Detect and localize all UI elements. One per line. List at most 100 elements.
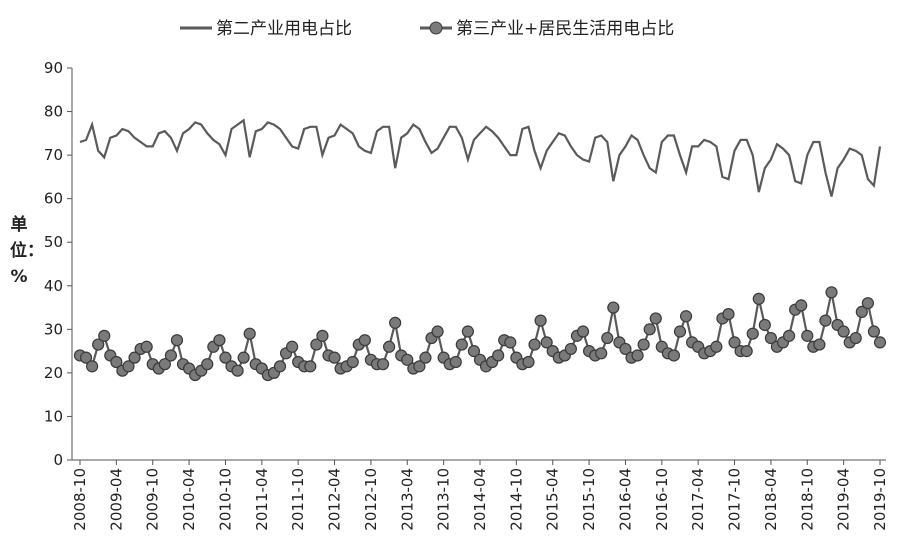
data-point [310, 338, 323, 351]
data-point [637, 338, 650, 351]
data-point [564, 342, 578, 356]
x-tick-label: 2013-10 [435, 468, 453, 531]
data-point [492, 349, 505, 362]
data-point [595, 347, 608, 360]
y-tick-label: 80 [44, 103, 63, 121]
data-point [819, 314, 832, 327]
x-tick-label: 2013-04 [398, 468, 416, 531]
x-tick-label: 2011-04 [253, 468, 271, 531]
data-point [158, 358, 171, 371]
data-point [619, 342, 632, 356]
data-point [764, 331, 778, 345]
data-point [534, 314, 547, 327]
data-point [522, 355, 535, 369]
x-tick-label: 2010-10 [216, 468, 234, 531]
data-point [461, 325, 474, 338]
data-point [304, 360, 317, 373]
data-point [631, 349, 644, 362]
legend-label: 第二产业用电占比 [216, 19, 352, 39]
x-tick-label: 2017-04 [689, 468, 707, 531]
data-point [328, 351, 341, 364]
x-tick-label: 2009-04 [107, 468, 125, 531]
x-tick-label: 2018-04 [762, 468, 780, 531]
data-point [110, 355, 123, 369]
data-point [855, 305, 868, 319]
y-tick-label: 60 [44, 190, 63, 208]
legend-marker [429, 21, 443, 35]
data-point [213, 334, 226, 347]
x-tick-label: 2010-04 [180, 468, 198, 531]
data-point [79, 351, 93, 364]
data-point [219, 351, 232, 364]
x-tick-label: 2018-10 [798, 468, 816, 531]
data-point [286, 340, 299, 353]
data-point [237, 351, 250, 364]
data-point [376, 358, 390, 371]
data-point [449, 355, 462, 369]
data-point [231, 364, 244, 377]
data-point [431, 325, 444, 338]
data-point [346, 355, 359, 369]
x-tick-label: 2014-10 [507, 468, 525, 531]
data-point [419, 351, 432, 364]
data-point [273, 360, 287, 373]
data-point [528, 338, 541, 351]
data-point [679, 310, 693, 323]
x-tick-label: 2019-04 [835, 468, 853, 531]
data-point [867, 325, 881, 338]
data-point [801, 329, 814, 342]
data-point [389, 316, 402, 329]
data-point [382, 340, 396, 353]
x-tick-label: 2017-10 [726, 468, 744, 531]
data-point [467, 345, 481, 358]
x-tick-label: 2009-10 [144, 468, 162, 531]
x-tick-label: 2016-04 [616, 468, 634, 531]
data-point [504, 336, 517, 349]
data-point [795, 299, 808, 312]
data-point [540, 336, 553, 349]
series-line [79, 118, 882, 197]
data-point [667, 349, 681, 362]
data-point [122, 360, 135, 373]
x-tick-label: 2015-04 [544, 468, 562, 531]
data-point [170, 334, 184, 347]
data-point [98, 329, 111, 342]
y-tick-label: 30 [44, 320, 63, 338]
data-point [92, 338, 105, 351]
y-tick-label: 70 [44, 146, 63, 164]
data-point [164, 349, 178, 362]
x-tick-label: 2012-10 [362, 468, 380, 531]
data-point [740, 345, 753, 358]
data-point [358, 334, 371, 347]
data-point [728, 336, 741, 349]
y-tick-label: 20 [44, 364, 63, 382]
x-tick-label: 2016-10 [653, 468, 671, 531]
data-point [413, 360, 426, 373]
data-point [576, 325, 590, 338]
y-tick-label: 50 [44, 233, 63, 251]
data-point [128, 351, 141, 364]
y-tick-label: 90 [44, 59, 63, 77]
data-point [825, 286, 838, 299]
x-tick-label: 2014-04 [471, 468, 489, 531]
data-point [455, 338, 468, 351]
y-tick-label: 10 [44, 407, 63, 425]
data-point [873, 336, 887, 349]
data-point [86, 360, 99, 373]
x-tick-label: 2012-04 [326, 468, 344, 531]
data-point [837, 325, 850, 338]
x-tick-label: 2011-10 [289, 468, 307, 531]
data-point [746, 327, 759, 340]
data-point [643, 323, 656, 336]
data-point [401, 353, 414, 366]
data-point [140, 340, 153, 353]
data-point [722, 307, 735, 321]
data-point [243, 327, 256, 340]
data-point [607, 301, 620, 314]
x-tick-label: 2019-10 [871, 468, 889, 531]
x-tick-label: 2008-10 [71, 468, 89, 531]
data-point [849, 331, 862, 345]
data-point [861, 297, 874, 310]
